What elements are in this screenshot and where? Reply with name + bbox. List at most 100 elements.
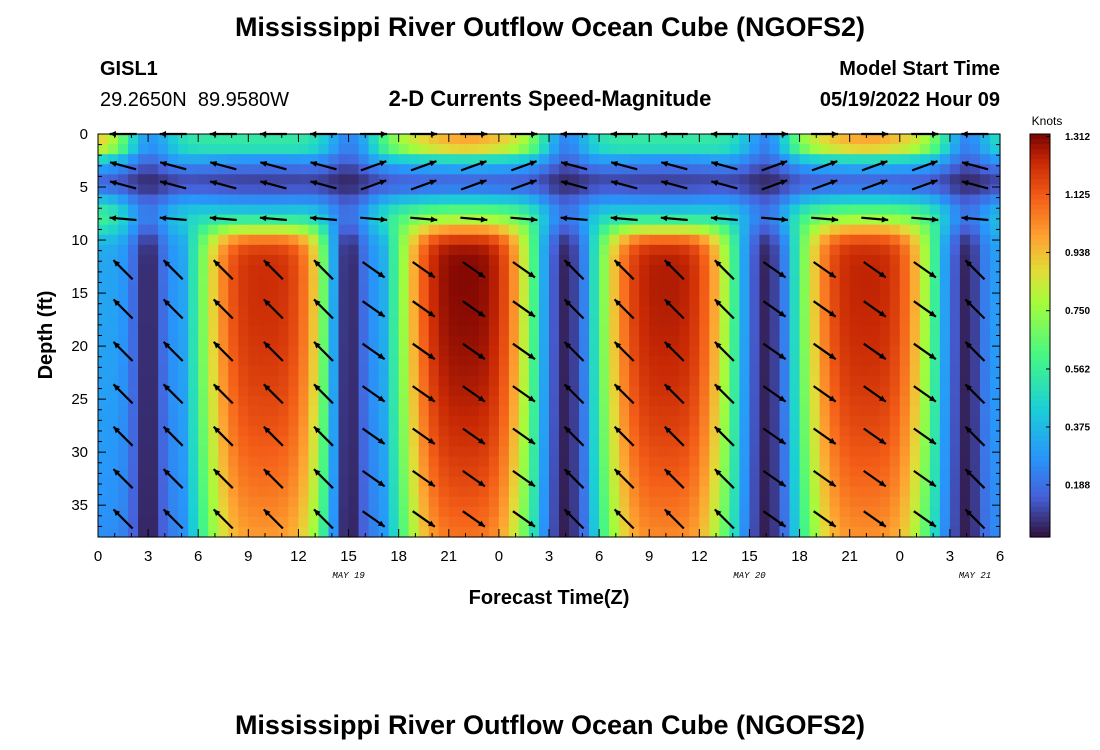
heatmap-cell bbox=[228, 426, 239, 437]
heatmap-cell bbox=[468, 224, 480, 236]
heatmap-cell bbox=[789, 254, 801, 266]
heatmap-cell bbox=[799, 355, 811, 367]
heatmap-cell bbox=[328, 456, 340, 468]
heatmap-cell bbox=[679, 285, 690, 296]
heatmap-cell bbox=[288, 436, 300, 447]
heatmap-cell bbox=[779, 134, 791, 145]
heatmap-cell bbox=[148, 506, 159, 518]
heatmap-cell bbox=[699, 204, 710, 216]
heatmap-cell bbox=[348, 184, 360, 196]
colorbar-swatch bbox=[1030, 189, 1050, 196]
heatmap-cell bbox=[959, 204, 971, 216]
heatmap-cell bbox=[198, 446, 209, 457]
heatmap-cell bbox=[659, 154, 670, 165]
heatmap-cell bbox=[759, 496, 771, 508]
heatmap-cell bbox=[989, 395, 1001, 407]
heatmap-cell bbox=[629, 426, 640, 437]
current-arrow-head bbox=[377, 353, 385, 360]
heatmap-cell bbox=[699, 526, 710, 538]
heatmap-cell bbox=[579, 254, 590, 266]
heatmap-cell bbox=[699, 174, 710, 185]
heatmap-cell bbox=[208, 184, 219, 196]
colorbar-swatch bbox=[1030, 491, 1050, 498]
heatmap-cell bbox=[659, 395, 670, 407]
heatmap-cell bbox=[979, 436, 991, 447]
current-arrow-head bbox=[664, 260, 672, 267]
heatmap-cell bbox=[869, 184, 881, 196]
current-arrow-head bbox=[427, 437, 435, 444]
heatmap-cell bbox=[739, 244, 751, 256]
heatmap-cell bbox=[298, 204, 310, 216]
heatmap-cell bbox=[408, 295, 420, 306]
heatmap-cell bbox=[328, 285, 340, 296]
heatmap-cell bbox=[679, 244, 690, 256]
current-arrow-head bbox=[781, 216, 788, 223]
heatmap-cell bbox=[178, 375, 189, 387]
heatmap-cell bbox=[298, 395, 310, 407]
heatmap-cell bbox=[288, 204, 300, 216]
heatmap-cell bbox=[118, 134, 129, 145]
heatmap-cell bbox=[438, 164, 450, 175]
heatmap-cell bbox=[318, 395, 330, 407]
heatmap-cell bbox=[639, 416, 650, 427]
current-arrow-head bbox=[109, 215, 117, 222]
heatmap-cell bbox=[869, 476, 881, 488]
heatmap-cell bbox=[799, 154, 811, 165]
heatmap-cell bbox=[468, 154, 480, 165]
heatmap-cell bbox=[719, 466, 730, 478]
heatmap-cell bbox=[769, 244, 781, 256]
heatmap-cell bbox=[258, 194, 269, 206]
heatmap-cell bbox=[538, 355, 550, 367]
heatmap-cell bbox=[919, 275, 931, 286]
current-arrow-head bbox=[965, 469, 972, 476]
heatmap-cell bbox=[418, 506, 430, 518]
heatmap-cell bbox=[358, 355, 370, 367]
heatmap-cell bbox=[478, 506, 490, 518]
heatmap-cell bbox=[599, 395, 610, 407]
heatmap-cell bbox=[769, 446, 781, 457]
heatmap-cell bbox=[248, 516, 259, 528]
heatmap-cell bbox=[909, 436, 921, 447]
heatmap-cell bbox=[108, 486, 119, 498]
heatmap-cell bbox=[609, 516, 620, 528]
heatmap-cell bbox=[689, 345, 700, 357]
heatmap-cell bbox=[799, 365, 811, 377]
heatmap-cell bbox=[849, 315, 861, 327]
heatmap-cell bbox=[769, 254, 781, 266]
heatmap-cell bbox=[879, 416, 891, 427]
heatmap-cell bbox=[889, 244, 901, 256]
heatmap-cell bbox=[759, 285, 771, 296]
heatmap-cell bbox=[268, 285, 279, 296]
heatmap-cell bbox=[689, 224, 700, 236]
current-arrow-head bbox=[614, 384, 622, 391]
heatmap-cell bbox=[949, 395, 961, 407]
heatmap-cell bbox=[919, 506, 931, 518]
heatmap-cell bbox=[238, 134, 249, 145]
heatmap-cell bbox=[559, 426, 570, 437]
heatmap-cell bbox=[989, 184, 1001, 196]
heatmap-cell bbox=[819, 516, 831, 528]
heatmap-cell bbox=[438, 365, 450, 377]
heatmap-cell bbox=[949, 254, 961, 266]
y-tick-label: 25 bbox=[71, 391, 88, 408]
heatmap-cell bbox=[939, 305, 951, 316]
heatmap-cell bbox=[378, 285, 390, 296]
heatmap-cell bbox=[969, 466, 981, 478]
heatmap-cell bbox=[158, 486, 169, 498]
heatmap-cell bbox=[839, 365, 851, 377]
heatmap-cell bbox=[528, 305, 540, 316]
heatmap-cell bbox=[549, 486, 560, 498]
heatmap-cell bbox=[488, 526, 500, 538]
heatmap-cell bbox=[809, 144, 821, 155]
colorbar-swatch bbox=[1030, 416, 1050, 422]
heatmap-cell bbox=[549, 224, 560, 236]
heatmap-cell bbox=[959, 456, 971, 468]
heatmap-cell bbox=[138, 285, 149, 296]
heatmap-cell bbox=[969, 395, 981, 407]
heatmap-cell bbox=[939, 234, 951, 246]
heatmap-cell bbox=[689, 194, 700, 206]
colorbar-swatch bbox=[1030, 406, 1050, 412]
heatmap-cell bbox=[889, 204, 901, 216]
heatmap-cell bbox=[819, 355, 831, 367]
heatmap-cell bbox=[849, 496, 861, 508]
